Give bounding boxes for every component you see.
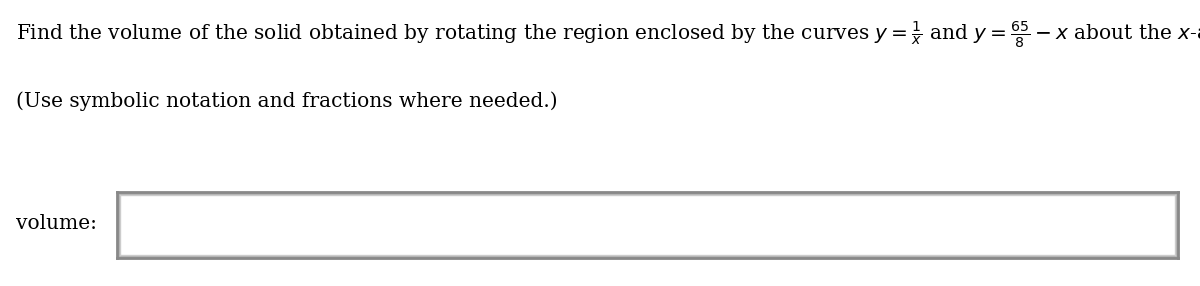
Text: volume:: volume: (16, 214, 96, 233)
Bar (118, 192, 1178, 258)
Text: Find the volume of the solid obtained by rotating the region enclosed by the cur: Find the volume of the solid obtained by… (16, 20, 1200, 50)
Bar (120, 195, 1175, 255)
Text: (Use symbolic notation and fractions where needed.): (Use symbolic notation and fractions whe… (16, 92, 557, 111)
